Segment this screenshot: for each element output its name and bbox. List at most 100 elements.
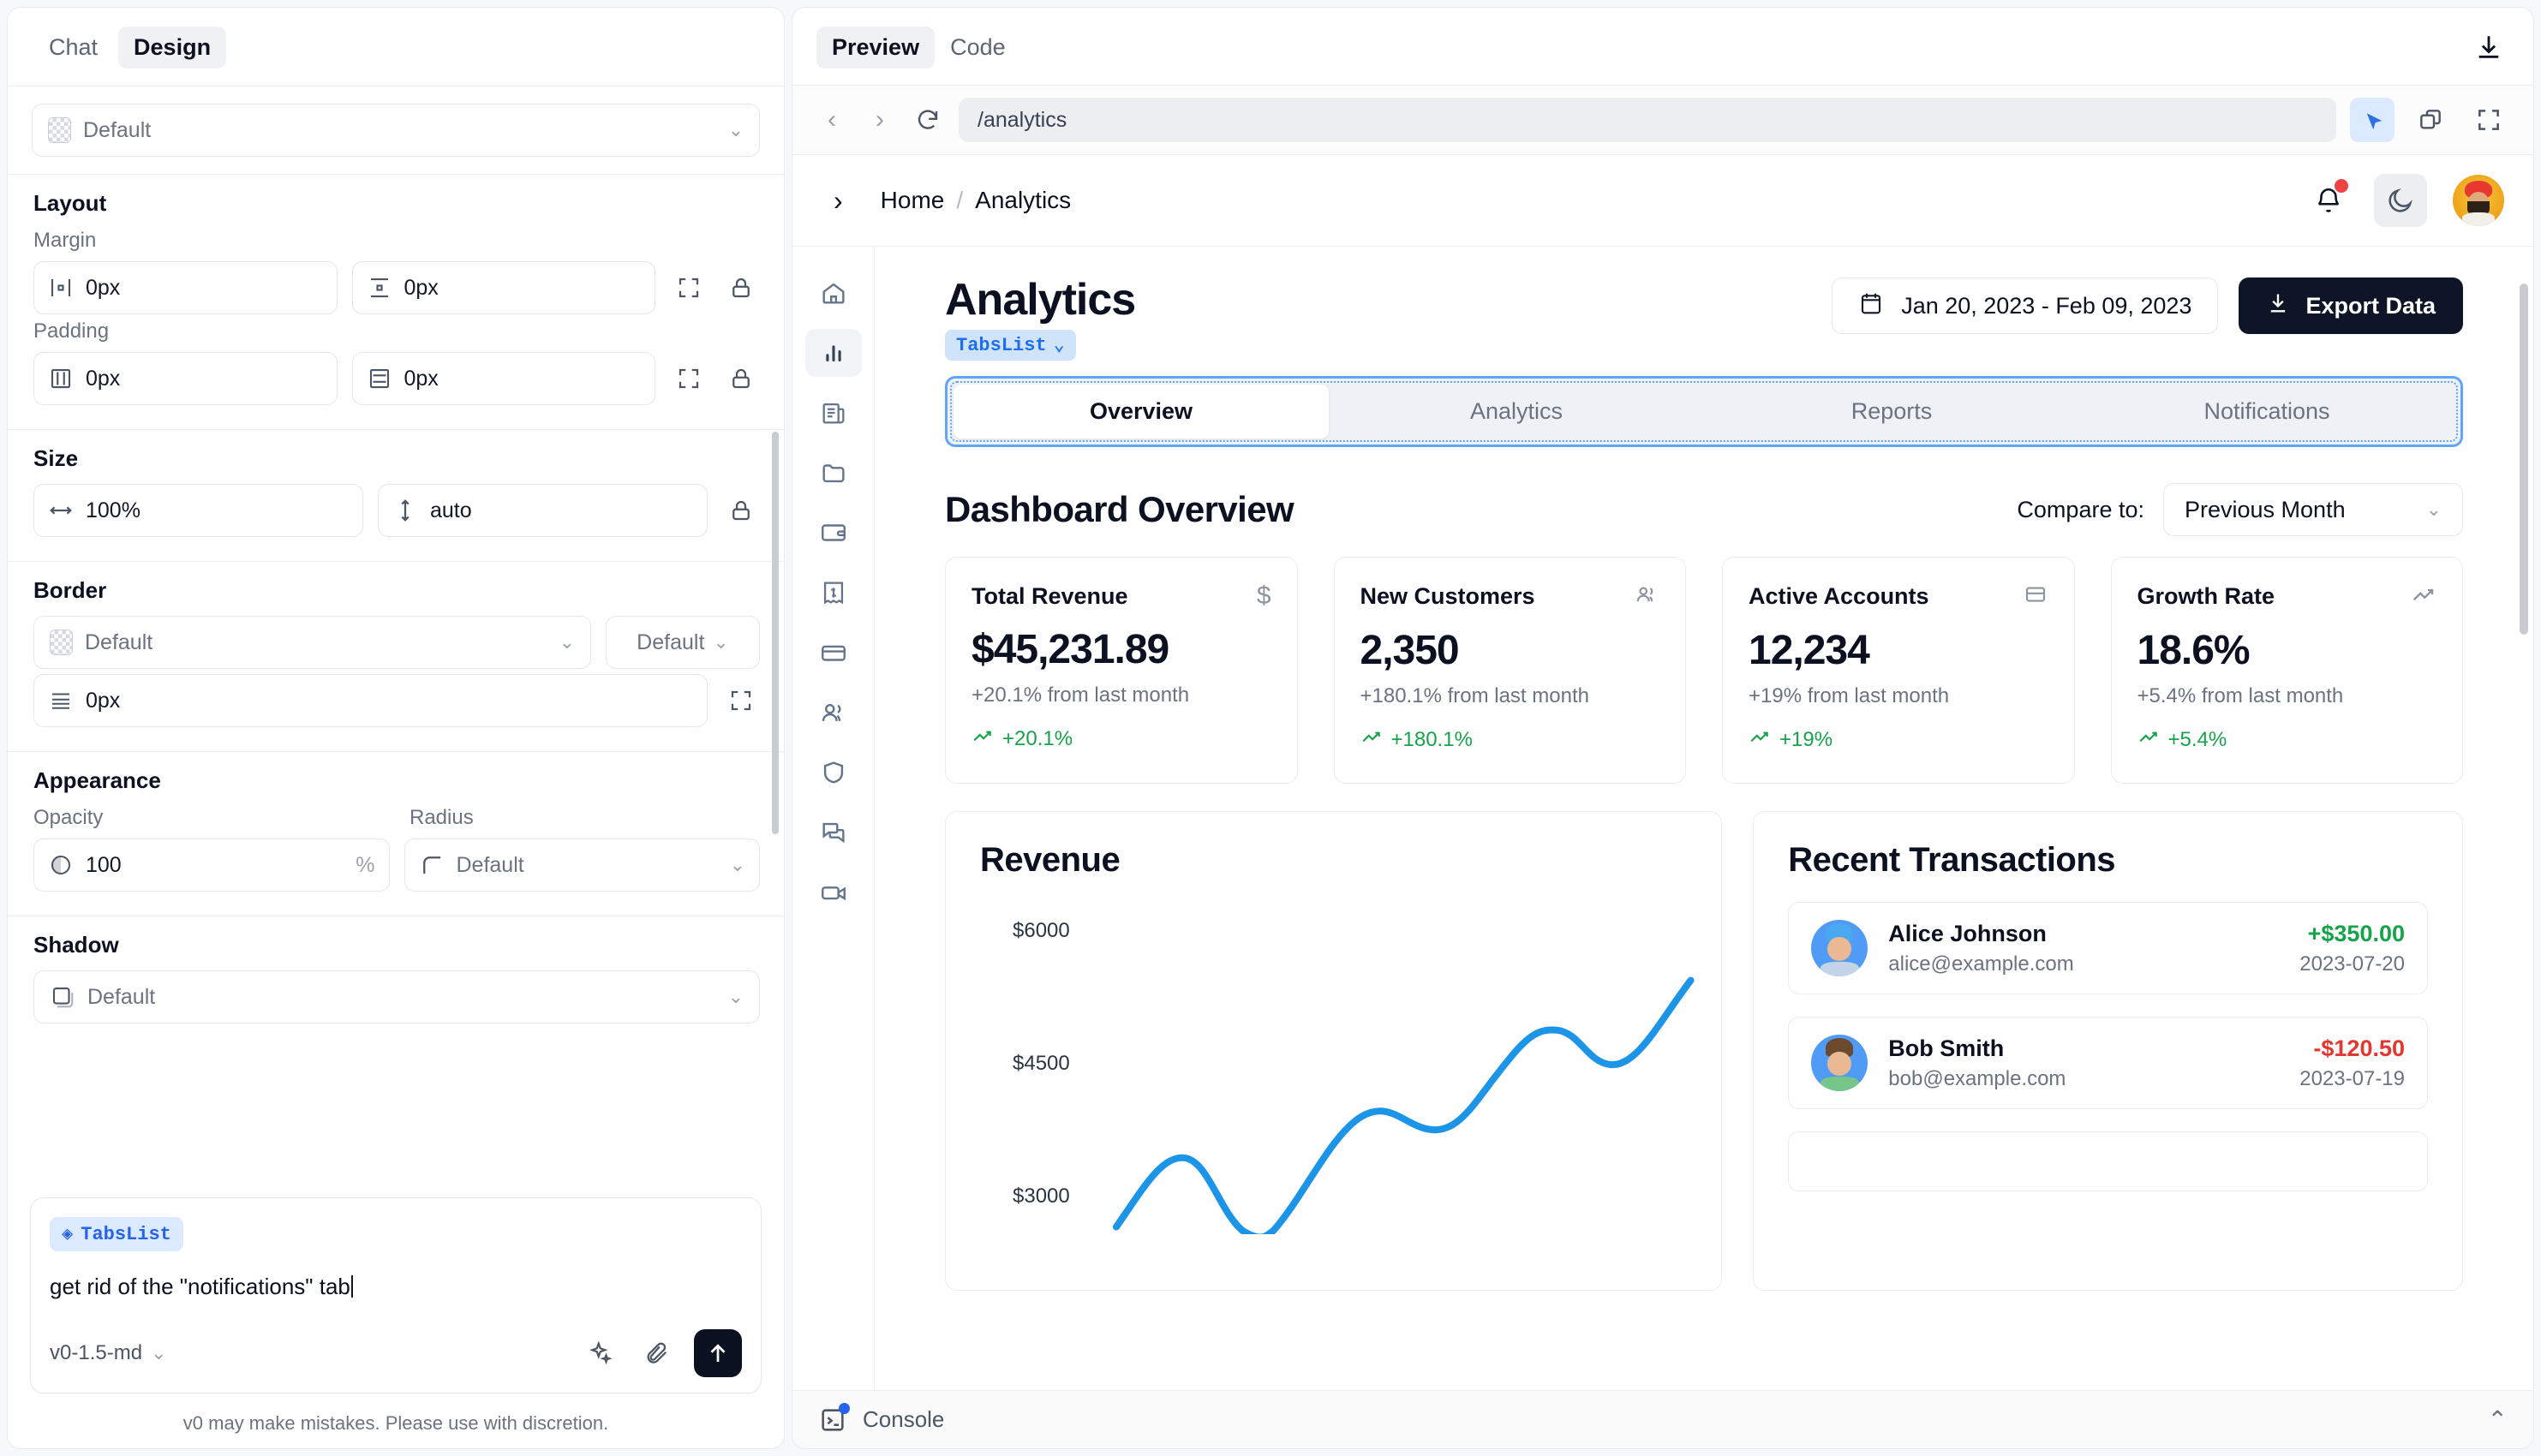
padding-y-input[interactable]: 0px	[351, 352, 655, 405]
margin-y-input[interactable]: 0px	[351, 261, 655, 314]
card-subtext: +180.1% from last month	[1360, 684, 1589, 707]
transaction-row[interactable]: Alice Johnson alice@example.com +$350.00…	[1788, 902, 2428, 994]
margin-label: Margin	[33, 229, 97, 252]
tab-overview[interactable]: Overview	[954, 385, 1329, 439]
back-icon[interactable]: ‹	[828, 105, 836, 134]
size-lock-button[interactable]	[722, 492, 760, 529]
dark-mode-toggle-icon[interactable]	[2374, 174, 2427, 227]
opacity-input[interactable]: 100 %	[33, 838, 390, 892]
export-data-button[interactable]: Export Data	[2239, 277, 2463, 334]
border-color-select[interactable]: Default ⌄	[33, 616, 591, 669]
breadcrumb-current: Analytics	[975, 187, 1072, 213]
transaction-row[interactable]	[1788, 1131, 2428, 1191]
transaction-amount-block: -$120.50 2023-07-19	[2299, 1035, 2405, 1091]
rail-item-home[interactable]	[805, 269, 862, 317]
send-button[interactable]	[694, 1329, 742, 1377]
width-input[interactable]: 100%	[33, 484, 363, 537]
composer-bar: v0-1.5-md ⌄	[50, 1329, 742, 1377]
reload-icon[interactable]	[911, 103, 945, 137]
compare-select[interactable]: Previous Month ⌄	[2163, 483, 2463, 536]
swatch-icon	[50, 630, 73, 655]
chevron-down-icon: ⌄	[729, 854, 745, 875]
rail-item-folder[interactable]	[805, 449, 862, 497]
card-delta: +19%	[1749, 725, 2048, 754]
rail-item-messages[interactable]	[805, 809, 862, 856]
shadow-select[interactable]: Default ⌄	[33, 970, 760, 1023]
console-bar[interactable]: Console ⌃	[792, 1390, 2533, 1448]
margin-lock-button[interactable]	[722, 269, 760, 307]
rail-item-analytics[interactable]	[804, 329, 862, 377]
chevron-up-icon[interactable]: ⌃	[2487, 1406, 2508, 1433]
rail-item-credit-card[interactable]	[805, 629, 862, 677]
select-element-icon[interactable]	[2350, 98, 2395, 142]
tab-analytics[interactable]: Analytics	[1469, 398, 1563, 424]
download-icon[interactable]	[2466, 25, 2511, 69]
border-side-select[interactable]: Default ⌄	[606, 616, 760, 669]
width-value: 100%	[86, 498, 141, 522]
download-icon	[2266, 291, 2290, 321]
duplicate-icon[interactable]	[2408, 98, 2453, 142]
margin-expand-button[interactable]	[670, 269, 708, 307]
preview-scrollbar[interactable]	[2520, 283, 2528, 635]
rail-item-newspaper[interactable]	[805, 389, 862, 437]
design-scroll-area[interactable]: Layout Margin 0px 0px	[8, 175, 784, 1185]
trending-up-icon	[1749, 725, 1771, 754]
rail-item-wallet[interactable]	[805, 509, 862, 557]
preview-viewport: › Home / Analytics	[792, 155, 2533, 1390]
tab-notifications[interactable]: Notifications	[2203, 398, 2330, 424]
breadcrumb-home[interactable]: Home	[880, 187, 945, 213]
composer-actions	[581, 1329, 742, 1377]
stat-card-total-revenue: Total Revenue $ $45,231.89 +20.1% from l…	[945, 557, 1298, 784]
element-select-value: Default	[83, 117, 152, 142]
avatar[interactable]	[2453, 175, 2504, 226]
card-subtext: +19% from last month	[1749, 684, 1950, 707]
forward-icon[interactable]: ›	[876, 105, 884, 134]
url-input[interactable]: /analytics	[959, 98, 2336, 142]
radius-value: Default	[456, 852, 524, 877]
padding-lock-button[interactable]	[722, 360, 760, 397]
rail-item-shield[interactable]	[805, 749, 862, 797]
selected-component-chip[interactable]: ◈ TabsList	[50, 1217, 183, 1251]
tab-preview[interactable]: Preview	[816, 26, 936, 69]
tab-design[interactable]: Design	[118, 27, 227, 69]
transaction-name: Alice Johnson	[1888, 920, 2047, 946]
rail-item-receipt[interactable]	[805, 569, 862, 617]
swatch-icon	[48, 117, 71, 143]
selected-component-badge[interactable]: TabsList ⌄	[945, 330, 1076, 361]
fullscreen-icon[interactable]	[2466, 98, 2511, 142]
chip-label: TabsList	[81, 1223, 171, 1245]
enhance-prompt-icon[interactable]	[581, 1334, 619, 1372]
tab-code[interactable]: Code	[950, 33, 1006, 60]
card-value: 2,350	[1360, 628, 1460, 673]
design-scrollbar[interactable]	[772, 432, 779, 834]
border-width-input[interactable]: 0px	[33, 674, 708, 727]
height-input[interactable]: auto	[378, 484, 708, 537]
rail-item-video[interactable]	[805, 868, 862, 916]
chat-input[interactable]: get rid of the "notifications" tab	[50, 1274, 742, 1300]
card-delta: +180.1%	[1360, 725, 1660, 754]
attachment-icon[interactable]	[637, 1334, 675, 1372]
sidebar-toggle-icon[interactable]: ›	[834, 184, 843, 216]
margin-x-input[interactable]: 0px	[33, 261, 338, 314]
transaction-row[interactable]: Bob Smith bob@example.com -$120.50 2023-…	[1788, 1017, 2428, 1109]
padding-x-input[interactable]: 0px	[33, 352, 338, 405]
element-select[interactable]: Default ⌄	[32, 104, 760, 157]
tab-reports[interactable]: Reports	[1850, 398, 1933, 424]
date-range-picker[interactable]: Jan 20, 2023 - Feb 09, 2023	[1832, 277, 2219, 334]
recent-transactions-panel: Recent Transactions Alice Johnson alice@	[1753, 811, 2463, 1291]
rail-item-users[interactable]	[805, 689, 862, 737]
layout-section-title: Layout	[33, 190, 107, 216]
tab-chat[interactable]: Chat	[49, 34, 99, 60]
left-panel-tabs: Chat Design	[8, 8, 784, 87]
url-value: /analytics	[978, 107, 1067, 132]
border-expand-button[interactable]	[722, 682, 760, 719]
trending-up-icon	[2137, 725, 2160, 754]
transaction-email: alice@example.com	[1888, 952, 2074, 976]
notifications-bell-icon[interactable]	[2309, 179, 2348, 220]
border-width-icon	[48, 688, 74, 713]
size-row: 100% auto	[33, 484, 760, 537]
model-select[interactable]: v0-1.5-md ⌄	[50, 1341, 166, 1365]
opacity-circle-icon	[48, 852, 74, 878]
radius-select[interactable]: Default ⌄	[404, 838, 760, 892]
padding-expand-button[interactable]	[670, 360, 708, 397]
